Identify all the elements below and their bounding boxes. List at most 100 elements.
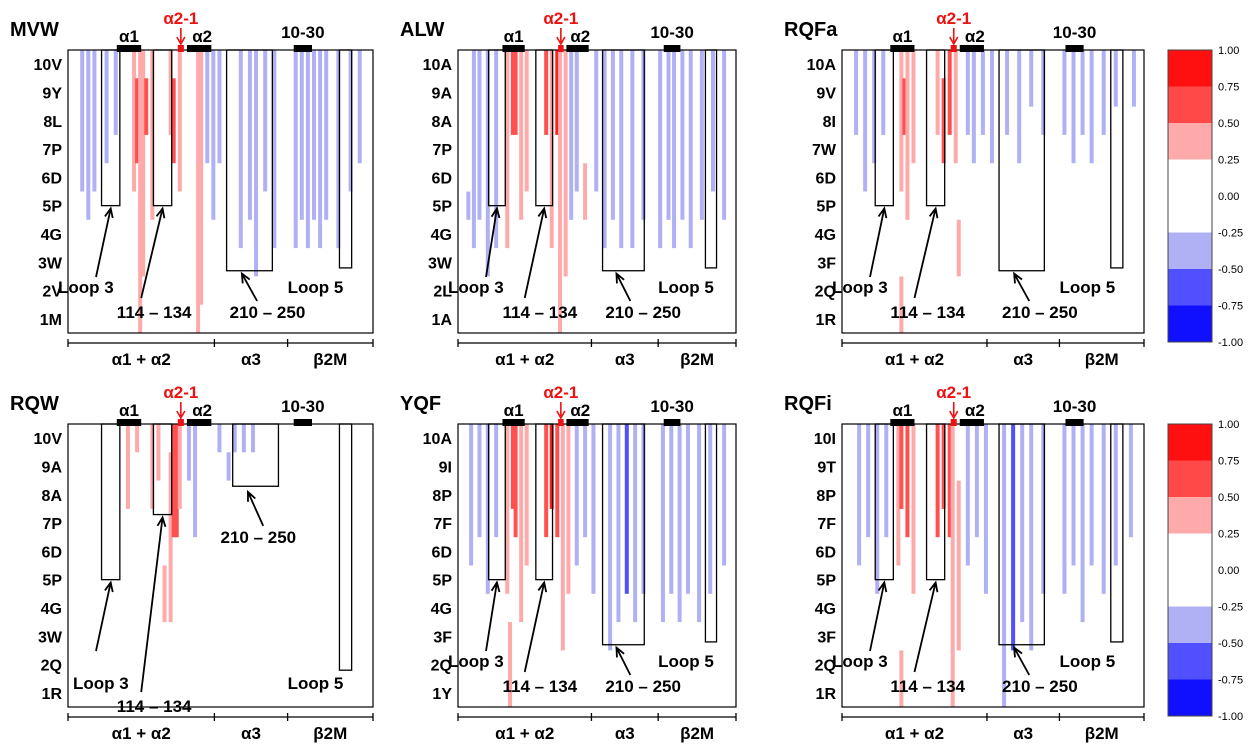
segment-label-alpha2-1: α2-1 — [543, 9, 578, 28]
heatmap-cell — [177, 424, 182, 509]
heatmap-cell — [177, 50, 182, 192]
colorbar-swatch — [1168, 570, 1212, 607]
heatmap-cell — [899, 276, 904, 333]
heatmap-cell — [583, 163, 588, 220]
annotation-label: Loop 3 — [58, 278, 114, 297]
heatmap-cell — [241, 424, 246, 453]
segment-bar — [950, 45, 957, 52]
region-label-alpha1-alpha2: α1 + α2 — [495, 350, 554, 369]
y-tick-label: 3F — [817, 629, 836, 646]
region-label-b2m: β2M — [313, 350, 347, 369]
annotation-arrow-icon — [913, 580, 939, 673]
y-tick-label: 5P — [816, 573, 836, 590]
heatmap-cell — [494, 50, 499, 249]
annotation-label: 210 – 250 — [221, 528, 297, 547]
loop-3-box — [487, 423, 506, 581]
heatmap-panel-4: α1 α2-1α2 10-30 RQW 10V 9A 8A 7P 6D 5P 4G 3W 2Q 1R Loo… — [10, 383, 374, 743]
y-tick-label: 3W — [38, 255, 63, 272]
annotation-label: 114 – 134 — [890, 677, 965, 696]
region-label-alpha3: α3 — [241, 350, 261, 369]
colorbar-swatch — [1168, 50, 1212, 87]
colorbar-tick-label: 0.00 — [1218, 565, 1239, 577]
segment-bar — [890, 45, 915, 52]
heatmap-cell — [710, 50, 715, 192]
heatmap-cell — [574, 50, 579, 192]
y-tick-label: 3W — [38, 629, 63, 646]
red-down-arrow-icon — [176, 402, 186, 420]
heatmap-cell — [519, 424, 524, 623]
heatmap-cell — [902, 78, 907, 135]
annotation-label: Loop 5 — [658, 278, 714, 297]
y-tick-label: 6D — [42, 170, 62, 187]
heatmap-cell — [1131, 50, 1136, 107]
heatmap-cell — [965, 50, 970, 135]
region-210-250-box — [998, 423, 1045, 646]
heatmap-cell — [477, 50, 482, 220]
region-label-b2m: β2M — [680, 350, 714, 369]
heatmap-cell — [1011, 424, 1016, 651]
annotation-arrow-icon — [869, 206, 888, 278]
heatmap-cell — [1128, 424, 1133, 538]
heatmap-cell — [125, 424, 130, 509]
segment-label-alpha2: α2 — [192, 27, 212, 46]
heatmap-cell — [226, 452, 231, 481]
heatmap-cell — [477, 424, 482, 538]
heatmap-cell — [171, 424, 176, 538]
colorbar-tick-label: 0.50 — [1218, 492, 1239, 504]
heatmap-cell — [708, 424, 713, 594]
heatmap-cell — [1062, 50, 1067, 135]
heatmap-cell — [318, 50, 323, 249]
heatmap-cell — [569, 50, 574, 220]
colorbar-frame — [1167, 49, 1213, 343]
plot-area — [842, 424, 1144, 707]
region-label-alpha3: α3 — [615, 724, 635, 743]
colorbar-tick-label: 0.75 — [1218, 82, 1239, 94]
annotation-label: 114 – 134 — [117, 303, 192, 322]
heatmap-cell — [884, 424, 889, 538]
segment-label-10-30: 10-30 — [650, 23, 693, 42]
y-tick-label: 4G — [41, 227, 62, 244]
heatmap-cell — [86, 50, 91, 220]
segment-bar — [558, 45, 564, 52]
y-tick-label: 10A — [807, 57, 837, 74]
y-tick-label: 1R — [42, 686, 63, 703]
loop-5-box — [338, 423, 353, 671]
y-tick-label: 9Y — [42, 85, 62, 102]
heatmap-cell — [132, 50, 137, 192]
annotation-arrow-icon — [140, 206, 166, 299]
annotation-label: Loop 5 — [288, 674, 344, 693]
y-tick-label: 6D — [432, 544, 452, 561]
y-tick-label: 8I — [823, 114, 836, 131]
heatmap-cell — [1089, 50, 1094, 164]
region-label-alpha1-alpha2: α1 + α2 — [885, 724, 944, 743]
annotation-arrow-icon — [247, 489, 265, 527]
segment-label-alpha1: α1 — [892, 27, 912, 46]
heatmap-cell — [1071, 424, 1076, 566]
plot-frame — [457, 423, 737, 708]
segment-label-alpha2: α2 — [570, 401, 590, 420]
region-label-alpha3: α3 — [615, 350, 635, 369]
heatmap-cell — [1113, 50, 1118, 107]
y-tick-label: 9A — [42, 459, 63, 476]
heatmap-cell — [263, 50, 268, 192]
heatmap-cell — [135, 424, 140, 453]
region-210-250-box — [601, 423, 645, 646]
segment-label-10-30: 10-30 — [1053, 397, 1096, 416]
colorbar-tick-label: 0.75 — [1218, 456, 1239, 468]
red-down-arrow-icon — [949, 28, 959, 46]
heatmap-cell — [1101, 424, 1106, 594]
heatmap-cell — [193, 424, 198, 538]
annotation-label: 210 – 250 — [605, 303, 681, 322]
y-tick-label: 4G — [815, 601, 836, 618]
annotation-label: Loop 3 — [448, 278, 504, 297]
heatmap-cell — [941, 424, 946, 509]
heatmap-cell — [80, 50, 85, 192]
heatmap-cell — [566, 424, 571, 594]
heatmap-cell — [150, 424, 155, 509]
loop-5-box — [1110, 423, 1124, 643]
segment-bar — [950, 419, 957, 426]
heatmap-cell — [905, 424, 910, 538]
heatmap-cell — [156, 424, 161, 481]
heatmap-cell — [688, 50, 693, 249]
